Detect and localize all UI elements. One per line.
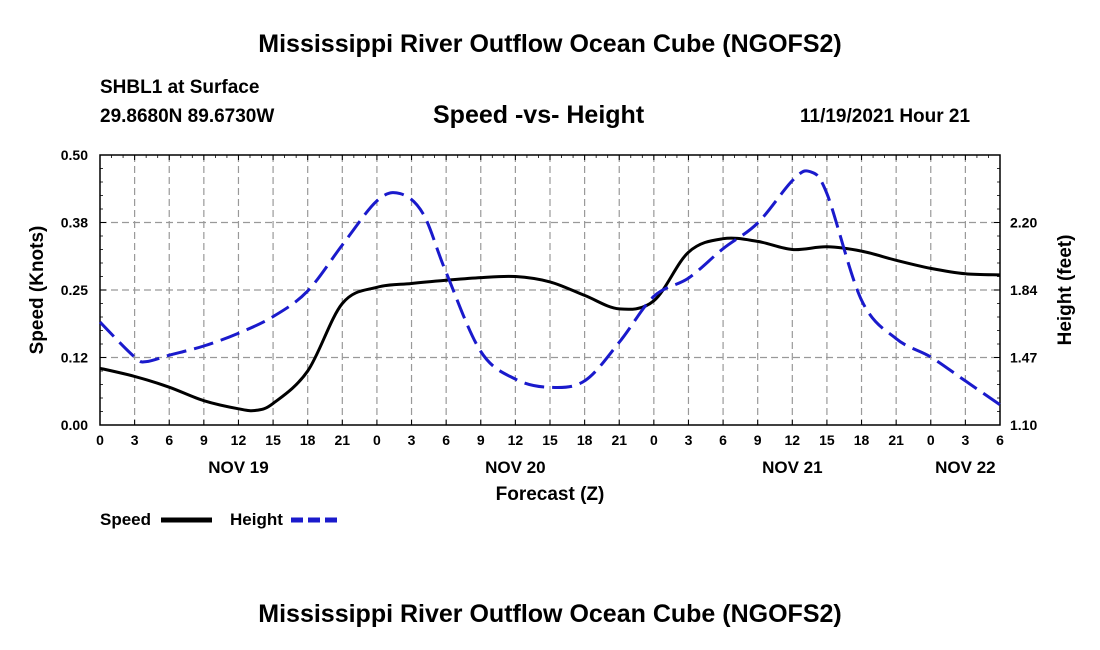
x-tick-label: 12 bbox=[785, 432, 801, 448]
grid bbox=[100, 155, 1000, 425]
data-series bbox=[98, 169, 1001, 413]
y2-tick-label: 1.10 bbox=[1010, 417, 1037, 433]
x-tick-label: 3 bbox=[685, 432, 693, 448]
x-tick-label: 18 bbox=[577, 432, 593, 448]
x-tick-label: 21 bbox=[335, 432, 351, 448]
x-tick-label: 0 bbox=[650, 432, 658, 448]
day-label: NOV 22 bbox=[935, 458, 995, 477]
x-tick-label: 3 bbox=[961, 432, 969, 448]
x-tick-label: 0 bbox=[96, 432, 104, 448]
y2-axis-label: Height (feet) bbox=[1055, 235, 1076, 346]
page-title: Mississippi River Outflow Ocean Cube (NG… bbox=[258, 30, 842, 58]
x-tick-label: 3 bbox=[131, 432, 139, 448]
x-tick-label: 6 bbox=[165, 432, 173, 448]
speed-height-chart: 0 3 6 9 12 15 18 21 0 3 6 9 12 15 18 21 0 3 6 9 12 15 18 21 0 3 6N… bbox=[27, 147, 1076, 529]
axis-ticks bbox=[99, 154, 1001, 426]
x-tick-label: 15 bbox=[819, 432, 835, 448]
y-tick-label: 0.12 bbox=[61, 350, 88, 366]
x-tick-label: 6 bbox=[719, 432, 727, 448]
y-axis-label: Speed (Knots) bbox=[27, 226, 48, 355]
x-tick-label: 9 bbox=[754, 432, 762, 448]
x-tick-label: 0 bbox=[927, 432, 935, 448]
forecast-time-label: 11/19/2021 Hour 21 bbox=[800, 106, 971, 127]
x-tick-label: 3 bbox=[408, 432, 416, 448]
series-line-height bbox=[98, 169, 1001, 407]
x-tick-label: 9 bbox=[200, 432, 208, 448]
x-tick-label: 9 bbox=[477, 432, 485, 448]
y2-tick-label: 1.84 bbox=[1010, 282, 1037, 298]
legend-height-label: Height bbox=[230, 510, 283, 529]
x-tick-label: 6 bbox=[996, 432, 1004, 448]
coordinates-label: 29.8680N 89.6730W bbox=[100, 106, 275, 127]
station-label: SHBL1 at Surface bbox=[100, 77, 260, 98]
day-label: NOV 19 bbox=[208, 458, 268, 477]
x-tick-label: 6 bbox=[442, 432, 450, 448]
x-tick-label: 21 bbox=[888, 432, 904, 448]
repeated-page-title: Mississippi River Outflow Ocean Cube (NG… bbox=[258, 600, 842, 628]
legend-speed-label: Speed bbox=[100, 510, 151, 529]
y2-tick-label: 1.47 bbox=[1010, 350, 1037, 366]
x-tick-label: 18 bbox=[854, 432, 870, 448]
x-tick-label: 18 bbox=[300, 432, 316, 448]
x-tick-label: 15 bbox=[542, 432, 558, 448]
day-label: NOV 21 bbox=[762, 458, 822, 477]
legend: Speed Height bbox=[100, 510, 342, 529]
x-axis-label: Forecast (Z) bbox=[496, 484, 605, 505]
chart-title: Speed -vs- Height bbox=[433, 101, 645, 129]
tick-labels: 0 3 6 9 12 15 18 21 0 3 6 9 12 15 18 21 0 3 6 9 12 15 18 21 0 3 6N… bbox=[61, 147, 1038, 477]
x-tick-label: 0 bbox=[373, 432, 381, 448]
y-tick-label: 0.50 bbox=[61, 147, 88, 163]
x-tick-label: 12 bbox=[508, 432, 524, 448]
x-tick-label: 12 bbox=[231, 432, 247, 448]
y-tick-label: 0.38 bbox=[61, 215, 88, 231]
y-tick-label: 0.25 bbox=[61, 282, 88, 298]
y-tick-label: 0.00 bbox=[61, 417, 88, 433]
y2-tick-label: 2.20 bbox=[1010, 215, 1037, 231]
day-label: NOV 20 bbox=[485, 458, 545, 477]
x-tick-label: 21 bbox=[611, 432, 627, 448]
x-tick-label: 15 bbox=[265, 432, 281, 448]
